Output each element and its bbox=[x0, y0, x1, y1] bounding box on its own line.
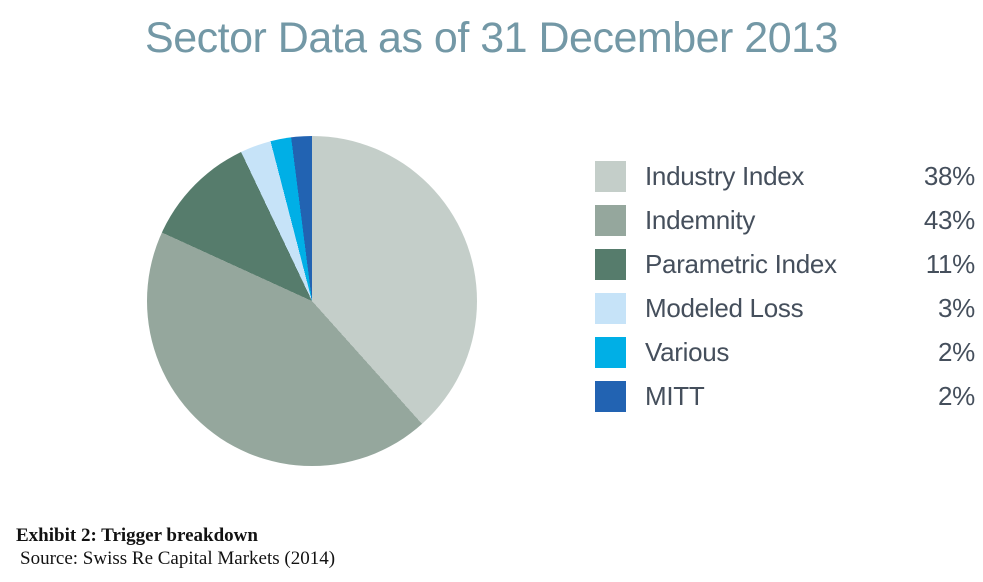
legend-item: Industry Index 38% bbox=[595, 154, 975, 198]
legend-label: Modeled Loss bbox=[645, 292, 804, 323]
legend-item: Parametric Index 11% bbox=[595, 242, 975, 286]
legend-value: 38% bbox=[923, 160, 975, 191]
legend-value: 2% bbox=[938, 380, 975, 411]
legend-label: Various bbox=[645, 336, 730, 367]
legend-item: MITT 2% bbox=[595, 374, 975, 418]
legend-label: MITT bbox=[645, 380, 705, 411]
legend-label: Indemnity bbox=[645, 204, 756, 235]
legend-value: 11% bbox=[925, 248, 976, 279]
legend-swatch bbox=[595, 204, 626, 236]
legend: Industry Index 38% Indemnity 43% Parametric … bbox=[595, 154, 975, 418]
legend-label: Parametric Index bbox=[645, 248, 837, 279]
legend-swatch bbox=[595, 160, 626, 192]
chart-title: Sector Data as of 31 December 2013 bbox=[145, 14, 838, 62]
legend-item: Modeled Loss 3% bbox=[595, 286, 975, 330]
legend-value: 2% bbox=[938, 336, 975, 367]
pie-chart bbox=[147, 136, 477, 466]
legend-value: 3% bbox=[938, 292, 975, 323]
source-label: Source: Swiss Re Capital Markets (2014) bbox=[20, 548, 336, 569]
legend-swatch bbox=[595, 336, 626, 368]
caption: Exhibit 2: Trigger breakdown Source: Swi… bbox=[16, 524, 335, 570]
legend-item: Indemnity 43% bbox=[595, 198, 975, 242]
legend-value: 43% bbox=[923, 204, 975, 235]
exhibit-label: Exhibit 2: Trigger breakdown bbox=[16, 525, 258, 546]
legend-swatch bbox=[595, 380, 626, 412]
legend-item: Various 2% bbox=[595, 330, 975, 374]
legend-label: Industry Index bbox=[645, 160, 805, 191]
legend-swatch bbox=[595, 248, 626, 280]
legend-swatch bbox=[595, 292, 626, 324]
